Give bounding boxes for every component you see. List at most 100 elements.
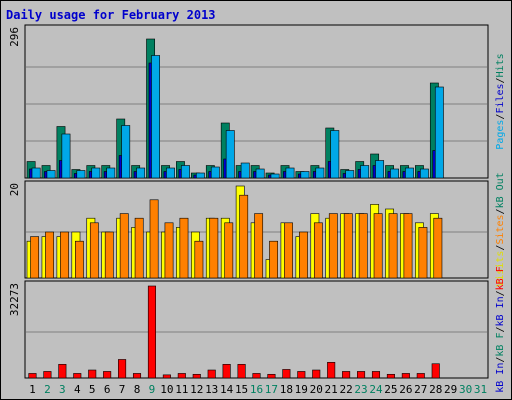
chart-panels: 296 Pages/Files/Hits 20 Visits/Sites/kB Out…: [8, 24, 506, 393]
x-tick-label-day-10: 10: [160, 383, 173, 396]
bar-kb-f-day-19: [297, 371, 306, 379]
bar-kb-f-day-18: [282, 369, 291, 379]
x-tick-label-day-24: 24: [369, 383, 383, 396]
bar-sites-day-28: [433, 217, 443, 279]
x-tick-label-day-7: 7: [119, 383, 126, 396]
x-tick-label-day-15: 15: [235, 383, 248, 396]
x-tick-label-day-11: 11: [175, 383, 188, 396]
bar-pages-day-21: [330, 130, 340, 179]
bar-kb-f-day-6: [103, 371, 112, 379]
bar-pages-day-15: [240, 162, 250, 179]
bar-sites-day-7: [119, 213, 129, 279]
bar-sites-day-22: [343, 213, 353, 279]
bar-kb-f-day-21: [327, 362, 336, 379]
bar-kb-f-day-2: [43, 371, 52, 379]
legend-part: /: [495, 77, 506, 83]
bar-pages-day-11: [181, 165, 190, 179]
bar-pages-day-3: [61, 133, 71, 179]
bar-pages-day-10: [166, 167, 175, 179]
bar-kb-f-day-5: [88, 369, 97, 379]
bar-kb-f-day-16: [252, 373, 261, 379]
bar-pages-day-26: [405, 167, 414, 179]
bar-kb-f-day-25: [386, 373, 395, 379]
bar-kb-f-day-9: [147, 285, 156, 379]
bar-sites-day-9: [149, 199, 159, 279]
x-tick-label-day-20: 20: [310, 383, 323, 396]
legend-part: kB F: [495, 266, 506, 290]
bar-pages-day-22: [345, 170, 355, 179]
legend-part: kB F: [495, 333, 506, 357]
x-tick-label-day-22: 22: [339, 383, 352, 396]
x-tick-label-day-1: 1: [29, 383, 36, 396]
bar-pages-day-17: [270, 173, 280, 179]
bar-sites-day-16: [254, 213, 264, 279]
legend-part: Hits: [495, 53, 506, 77]
bar-pages-day-23: [360, 165, 370, 179]
bar-pages-day-25: [390, 168, 399, 179]
x-axis-day-labels: 1 2 3 4 5 6 7 8 9 10 11 12 13 14 15 16 17 18 19 20 21 22 23 24 2…: [29, 383, 487, 396]
x-tick-label-day-2: 2: [44, 383, 51, 396]
x-tick-label-day-13: 13: [205, 383, 218, 396]
x-tick-label-day-9: 9: [149, 383, 156, 396]
legend-part: /: [495, 326, 506, 332]
bar-kb-f-day-4: [73, 373, 82, 379]
panel-top-ymax-label: 296: [8, 27, 21, 47]
bar-kb-f-day-14: [222, 364, 231, 379]
legend-part: Pages: [495, 120, 506, 150]
legend-part: /: [495, 114, 506, 120]
legend-part: /: [495, 208, 506, 214]
panel-top-legend: Pages/Files/Hits: [495, 53, 506, 149]
x-tick-label-day-12: 12: [190, 383, 203, 396]
bar-sites-day-19: [299, 231, 308, 279]
bar-sites-day-8: [134, 217, 144, 279]
bar-pages-day-24: [375, 160, 385, 179]
bar-pages-day-16: [255, 168, 265, 179]
bar-kb-f-day-22: [342, 371, 351, 379]
x-tick-label-day-23: 23: [354, 383, 367, 396]
bar-kb-f-day-7: [118, 359, 127, 379]
bar-kb-f-day-27: [416, 373, 425, 379]
x-tick-label-day-25: 25: [384, 383, 397, 396]
legend-part: /: [495, 245, 506, 251]
x-tick-label-day-27: 27: [414, 383, 427, 396]
x-tick-label-day-3: 3: [59, 383, 66, 396]
bar-kb-f-day-11: [177, 373, 186, 379]
bar-pages-day-12: [195, 172, 205, 179]
legend-part: Sites: [495, 214, 506, 244]
panel-middle-legend: Visits/Sites/kB Out: [495, 172, 506, 286]
x-tick-label-day-31: 31: [474, 383, 487, 396]
bar-sites-day-12: [194, 240, 204, 279]
bar-sites-day-20: [313, 222, 323, 279]
bar-kb-f-day-12: [192, 373, 201, 379]
bar-kb-f-day-28: [431, 363, 440, 379]
bar-sites-day-3: [60, 231, 69, 279]
bar-sites-day-11: [179, 217, 189, 279]
legend-part: kB In: [495, 296, 506, 326]
x-tick-label-day-14: 14: [220, 383, 234, 396]
x-tick-label-day-4: 4: [74, 383, 81, 396]
bar-pages-day-2: [46, 170, 56, 179]
bar-pages-day-6: [106, 167, 116, 179]
panel-bottom-ymax-label: 32273: [8, 283, 21, 316]
bar-pages-day-28: [434, 86, 444, 179]
bar-sites-day-2: [45, 231, 54, 279]
bar-kb-f-day-24: [371, 371, 381, 379]
bar-sites-day-17: [269, 240, 278, 279]
panel-top-frame: [24, 24, 489, 179]
panel-top: 296 Pages/Files/Hits: [8, 24, 506, 179]
bar-kb-f-day-17: [267, 373, 276, 379]
bar-pages-day-8: [136, 167, 146, 179]
bar-pages-day-18: [285, 167, 295, 179]
bar-kb-f-day-10: [162, 374, 171, 379]
legend-part: kB Out: [495, 172, 506, 208]
panel-bottom-legend: kB In/kB F/kB In/kB F: [495, 266, 506, 393]
bar-pages-day-20: [315, 167, 325, 179]
x-tick-label-day-8: 8: [134, 383, 141, 396]
legend-part: /: [495, 290, 506, 296]
x-tick-label-day-28: 28: [429, 383, 442, 396]
bar-pages-day-4: [76, 170, 86, 179]
bar-pages-day-9: [151, 55, 160, 179]
bar-kb-f-day-15: [237, 364, 246, 379]
bar-kb-f-day-8: [132, 373, 142, 379]
